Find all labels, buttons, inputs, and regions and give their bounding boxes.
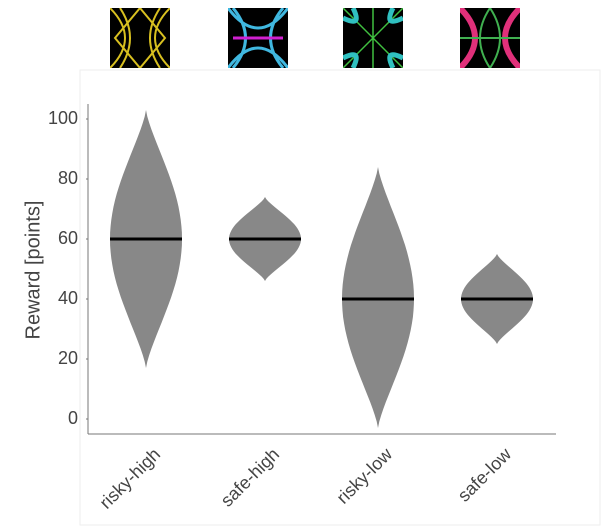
x-tick-label: risky-high: [96, 444, 165, 513]
y-tick-label: 60: [58, 228, 78, 248]
x-tick-label: safe-low: [454, 443, 516, 505]
y-tick-label: 80: [58, 168, 78, 188]
y-tick-label: 0: [68, 408, 78, 428]
chart: Reward [points] 0 20 40 60 80 100 risky-high sa…: [0, 0, 603, 527]
x-tick-label: risky-low: [333, 443, 397, 507]
stimulus-image: [110, 8, 170, 68]
y-axis-label: Reward [points]: [22, 201, 44, 340]
y-tick-label: 20: [58, 348, 78, 368]
stimulus-image: [343, 8, 403, 68]
y-tick-label: 100: [48, 108, 78, 128]
x-tick-label: safe-high: [217, 444, 284, 511]
y-tick-label: 40: [58, 288, 78, 308]
stimulus-image: [460, 8, 520, 68]
stimulus-image: [228, 8, 288, 68]
